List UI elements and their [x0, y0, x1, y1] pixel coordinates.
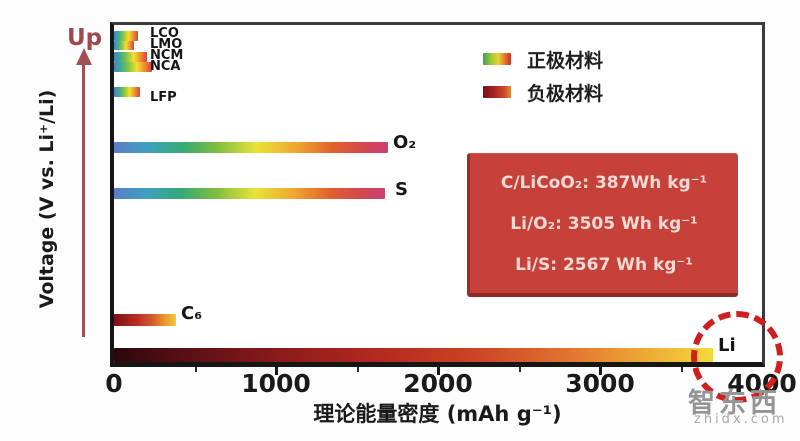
bar-label-S: S	[395, 179, 408, 200]
bar-label-LCO: LCO	[150, 26, 179, 41]
bar-S	[114, 188, 385, 199]
up-arrow-icon	[76, 48, 92, 65]
li-highlight-circle	[691, 311, 783, 403]
bar-label-LFP: LFP	[150, 90, 177, 105]
bar-Li	[114, 348, 713, 362]
y-axis-label: Voltage (V vs. Li⁺/Li)	[36, 89, 58, 309]
bar-O₂	[114, 142, 388, 153]
x-tick-label-3000: 3000	[565, 369, 635, 398]
up-arrow-line	[82, 62, 85, 337]
x-tick-2000	[437, 367, 440, 375]
up-label: Up	[67, 25, 103, 51]
watermark-domain: zhidx.com	[694, 412, 788, 427]
x-tick-label-0: 0	[105, 369, 123, 398]
x-tick-minor-2500	[519, 367, 521, 372]
x-tick-label-2000: 2000	[403, 369, 473, 398]
bar-LMO	[114, 41, 134, 50]
bar-label-NCM: NCM	[150, 48, 184, 63]
legend-label-anode: 负极材料	[527, 83, 604, 105]
bar-label-NCA: NCA	[150, 59, 181, 74]
legend-label-cathode: 正极材料	[527, 50, 604, 72]
legend-swatch-cathode	[483, 53, 511, 65]
x-axis-title: 理论能量密度 (mAh g⁻¹)	[313, 402, 562, 426]
annotation-box: C/LiCoO₂: 387Wh kg⁻¹ Li/O₂: 3505 Wh kg⁻¹…	[467, 153, 738, 297]
annotation-line-lis: Li/S: 2567 Wh kg⁻¹	[515, 254, 693, 275]
bar-NCA	[114, 62, 152, 72]
annotation-line-lio2: Li/O₂: 3505 Wh kg⁻¹	[510, 213, 698, 234]
plot-area: LCO LMO NCM NCA LFP O₂ S C₆ Li	[110, 22, 765, 367]
x-tick-label-1000: 1000	[241, 369, 311, 398]
x-tick-minor-3500	[681, 367, 683, 372]
x-tick-1000	[275, 367, 278, 375]
watermark-brand: 智东西	[688, 388, 781, 419]
bar-label-O₂: O₂	[393, 132, 417, 153]
x-tick-minor-1500	[357, 367, 359, 372]
bar-NCM	[114, 52, 147, 62]
x-tick-minor-500	[195, 367, 197, 372]
x-tick-3000	[599, 367, 602, 375]
bar-LCO	[114, 31, 138, 41]
bar-C₆	[114, 314, 176, 326]
bar-LFP	[114, 87, 140, 97]
legend-swatch-anode	[483, 86, 511, 98]
bar-label-LMO: LMO	[150, 37, 183, 52]
bar-label-C₆: C₆	[181, 303, 203, 324]
annotation-line-licoo2: C/LiCoO₂: 387Wh kg⁻¹	[500, 172, 708, 193]
